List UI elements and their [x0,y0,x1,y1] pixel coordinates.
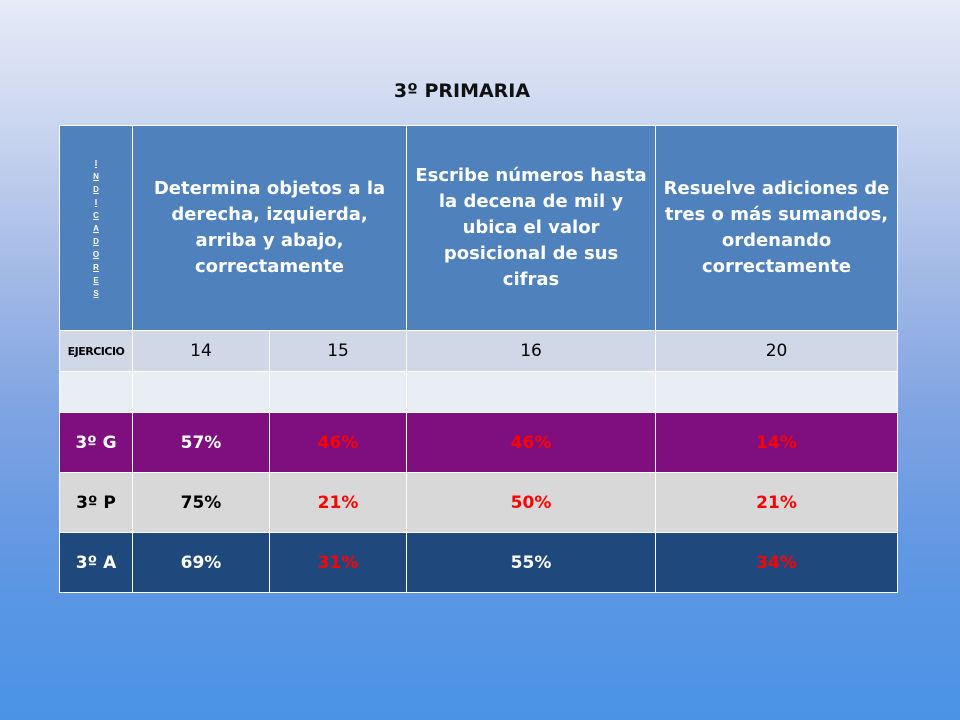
exercise-number: 16 [406,330,657,372]
score-cell: 50% [406,472,657,533]
blank-cell [59,371,133,413]
exercise-label: EJERCICIO [59,330,133,372]
score-cell: 57% [132,412,270,473]
score-cell: 46% [268,412,408,473]
score-cell: 69% [132,532,270,593]
exercise-number: 15 [268,330,408,372]
table-row: 3º A 69% 31% 55% 34% [59,532,899,593]
blank-cell [655,371,899,413]
score-cell: 21% [655,472,899,533]
group-label: 3º P [59,472,133,533]
exercise-row: EJERCICIO 14 15 16 20 [59,330,899,372]
score-cell: 46% [406,412,657,473]
group-label: 3º G [59,412,133,473]
score-cell: 21% [268,472,408,533]
score-cell: 14% [655,412,899,473]
score-cell: 31% [268,532,408,593]
table-row: 3º G 57% 46% 46% 14% [59,412,899,473]
blank-cell [132,371,270,413]
blank-cell [268,371,408,413]
page-title: 3º PRIMARIA [393,80,531,102]
indicator-2: Escribe números hasta la decena de mil y… [406,125,657,331]
exercise-number: 20 [655,330,899,372]
blank-row [59,371,899,413]
indicator-1: Determina objetos a la derecha, izquierd… [131,125,408,331]
score-cell: 75% [132,472,270,533]
table-row: 3º P 75% 21% 50% 21% [59,472,899,533]
group-label: 3º A [59,532,133,593]
exercise-number: 14 [132,330,270,372]
indicator-3: Resuelve adiciones de tres o más sumando… [655,125,899,331]
score-cell: 34% [655,532,899,593]
score-cell: 55% [406,532,657,593]
blank-cell [406,371,657,413]
